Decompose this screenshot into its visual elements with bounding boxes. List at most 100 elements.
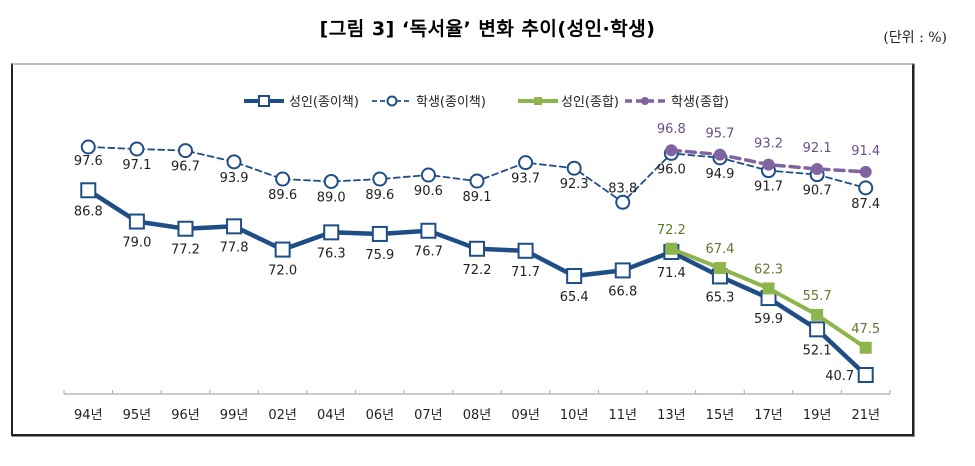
adult-paper-marker (226, 218, 243, 235)
student-paper-marker (420, 167, 436, 183)
student-paper-data-label: 96.0 (657, 162, 686, 177)
legend-marker-student-total (641, 97, 649, 105)
x-tick-label: 10년 (560, 408, 589, 423)
adult-paper-data-label: 76.3 (317, 246, 346, 261)
legend-marker-student-paper (386, 95, 398, 107)
adult-total-data-label: 47.5 (851, 322, 880, 337)
student-paper-data-label: 89.6 (268, 188, 297, 203)
student-paper-marker (226, 154, 242, 170)
student-paper-data-label: 93.9 (220, 171, 249, 186)
x-tick-label: 99년 (220, 408, 249, 423)
student-total-data-label: 95.7 (705, 127, 734, 142)
student-paper-marker (177, 143, 193, 159)
adult-paper-marker (80, 182, 97, 199)
student-total-data-label: 91.4 (851, 144, 880, 159)
student-paper-marker (615, 194, 631, 210)
adult-total-marker (665, 242, 678, 255)
x-tick-label: 11년 (609, 408, 638, 423)
adult-paper-marker (371, 225, 388, 242)
student-paper-data-label: 89.6 (365, 188, 394, 203)
x-tick-label: 09년 (511, 408, 540, 423)
student-paper-data-label: 89.1 (463, 190, 492, 205)
student-total-marker (859, 165, 872, 178)
adult-paper-data-label: 77.2 (171, 243, 200, 258)
adult-paper-data-label: 79.0 (122, 236, 151, 251)
adult-paper-marker (517, 242, 534, 259)
chart-frame (11, 63, 914, 436)
data-labels: 97.6 97.1 96.7 93.9 89.6 89.0 89.6 90.6 89.1 93.7… (74, 122, 880, 384)
adult-paper-data-label: 65.3 (705, 290, 734, 305)
x-tick-label: 19년 (803, 408, 832, 423)
adult-paper-data-label: 76.7 (414, 245, 443, 260)
student-total-marker (762, 158, 775, 171)
adult-total-data-label: 67.4 (705, 242, 734, 257)
adult-paper-marker (469, 240, 485, 257)
adult-paper-data-label: 72.2 (463, 263, 492, 278)
legend-marker-adult-total (534, 97, 542, 105)
adult-paper-data-label: 86.8 (74, 204, 103, 219)
adult-paper-marker (614, 262, 631, 279)
adult-paper-marker (323, 224, 340, 241)
student-paper-marker (858, 180, 874, 196)
legend-label-adult-paper: 성인(종이책) (289, 95, 359, 110)
adult-paper-data-label: 77.8 (220, 240, 249, 255)
x-tick-label: 95년 (123, 408, 152, 423)
student-paper-marker (566, 160, 582, 176)
student-total-marker (713, 148, 726, 161)
adult-paper-data-label: 65.4 (560, 290, 589, 305)
student-paper-marker (469, 173, 485, 189)
student-total-data-label: 92.1 (803, 141, 832, 156)
x-tick-label: 17년 (754, 408, 783, 423)
student-total-marker (665, 144, 678, 157)
student-paper-data-label: 87.4 (851, 197, 880, 212)
adult-paper-marker (128, 213, 145, 230)
series-layer (80, 139, 874, 383)
adult-paper-marker (809, 321, 826, 338)
x-axis: 94년 95년 96년 99년 02년 04년 06년 07년 08년 09년 10년 11년 13년 1… (63, 390, 891, 423)
x-tick-label: 02년 (268, 408, 297, 423)
adult-paper-data-label: 71.7 (511, 265, 540, 280)
student-paper-data-label: 93.7 (511, 172, 540, 187)
adult-paper-marker (857, 367, 874, 383)
legend-label-student-paper: 학생(종이책) (416, 95, 486, 110)
student-paper-marker (129, 141, 145, 157)
adult-paper-data-label: 66.8 (608, 284, 637, 299)
x-tick-label: 07년 (414, 408, 443, 423)
chart-title: [그림 3] ‘독서율’ 변화 추이(성인·학생) (319, 18, 656, 40)
student-total-marker (811, 163, 824, 176)
student-paper-data-label: 91.7 (754, 180, 783, 195)
adult-paper-data-label: 72.0 (268, 264, 297, 279)
adult-paper-data-label: 75.9 (365, 248, 394, 263)
adult-total-data-label: 72.2 (657, 223, 686, 238)
adult-total-marker (762, 282, 775, 295)
legend: 성인(종이책) 학생(종이책) 성인(종합) 학생(종합) (244, 95, 729, 110)
adult-paper-line (86, 188, 868, 378)
student-paper-data-label: 97.1 (122, 158, 151, 173)
adult-paper-marker (274, 241, 291, 258)
legend-marker-adult-paper (258, 95, 270, 107)
legend-label-student-total: 학생(종합) (671, 95, 729, 110)
student-paper-marker (275, 171, 291, 187)
student-paper-data-label: 94.9 (705, 167, 734, 182)
adult-total-data-label: 55.7 (803, 289, 832, 304)
legend-label-adult-total: 성인(종합) (561, 95, 619, 110)
x-tick-label: 15년 (706, 408, 735, 423)
adult-total-marker (859, 341, 872, 354)
x-tick-label: 21년 (851, 408, 880, 423)
x-tick-label: 96년 (171, 408, 200, 423)
adult-total-marker (713, 262, 726, 275)
student-total-data-label: 93.2 (754, 137, 783, 152)
student-paper-data-label: 89.0 (317, 190, 346, 205)
student-paper-data-label: 83.8 (608, 181, 637, 196)
student-paper-data-label: 97.6 (74, 154, 103, 169)
x-tick-label: 06년 (366, 408, 395, 423)
student-paper-marker (518, 155, 534, 171)
student-paper-marker (80, 139, 96, 155)
student-total-data-label: 96.8 (657, 122, 686, 137)
unit-label: (단위 : %) (883, 30, 947, 46)
adult-paper-data-label: 52.1 (803, 343, 832, 358)
x-tick-label: 94년 (74, 408, 103, 423)
x-tick-label: 08년 (463, 408, 492, 423)
student-paper-data-label: 96.7 (171, 160, 200, 175)
